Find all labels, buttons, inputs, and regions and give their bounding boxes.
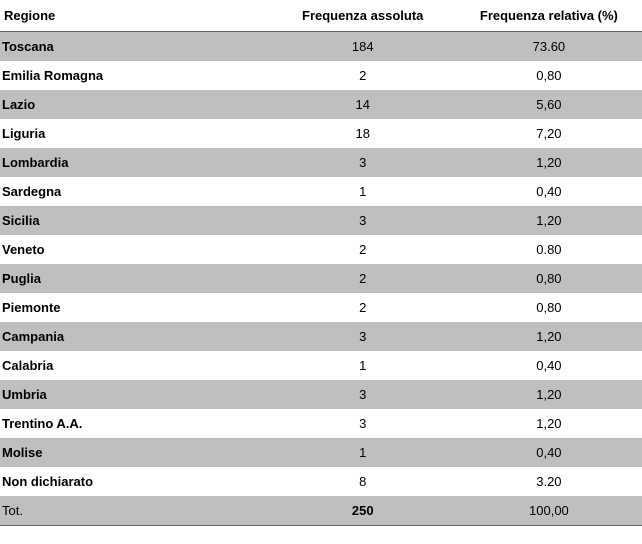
table-row: Sicilia 3 1,20	[0, 206, 642, 235]
cell-freq-abs: 3	[270, 380, 456, 409]
regione-frequency-table: Regione Frequenza assoluta Frequenza rel…	[0, 0, 642, 526]
cell-freq-abs: 2	[270, 235, 456, 264]
table-total-row: Tot. 250 100,00	[0, 496, 642, 526]
cell-regione: Toscana	[0, 32, 270, 62]
table-row: Piemonte 2 0,80	[0, 293, 642, 322]
table-row: Lombardia 3 1,20	[0, 148, 642, 177]
cell-freq-rel: 7,20	[456, 119, 642, 148]
cell-freq-abs: 184	[270, 32, 456, 62]
cell-regione: Trentino A.A.	[0, 409, 270, 438]
cell-freq-abs: 1	[270, 177, 456, 206]
table-body: Toscana 184 73.60 Emilia Romagna 2 0,80 …	[0, 32, 642, 526]
cell-regione: Non dichiarato	[0, 467, 270, 496]
cell-total-label: Tot.	[0, 496, 270, 526]
cell-total-freq-rel: 100,00	[456, 496, 642, 526]
cell-freq-rel: 1,20	[456, 322, 642, 351]
cell-freq-rel: 5,60	[456, 90, 642, 119]
cell-regione: Umbria	[0, 380, 270, 409]
cell-freq-rel: 1,20	[456, 380, 642, 409]
cell-freq-rel: 0,80	[456, 293, 642, 322]
table-row: Molise 1 0,40	[0, 438, 642, 467]
cell-freq-rel: 0.80	[456, 235, 642, 264]
cell-freq-abs: 1	[270, 438, 456, 467]
cell-regione: Liguria	[0, 119, 270, 148]
cell-freq-abs: 2	[270, 293, 456, 322]
cell-freq-abs: 14	[270, 90, 456, 119]
cell-regione: Sicilia	[0, 206, 270, 235]
table-header-row: Regione Frequenza assoluta Frequenza rel…	[0, 0, 642, 32]
cell-freq-rel: 0,80	[456, 264, 642, 293]
cell-regione: Calabria	[0, 351, 270, 380]
cell-total-freq-abs: 250	[270, 496, 456, 526]
cell-regione: Veneto	[0, 235, 270, 264]
cell-regione: Molise	[0, 438, 270, 467]
cell-freq-abs: 3	[270, 409, 456, 438]
table-row: Sardegna 1 0,40	[0, 177, 642, 206]
table-row: Lazio 14 5,60	[0, 90, 642, 119]
cell-freq-rel: 0,40	[456, 351, 642, 380]
cell-regione: Campania	[0, 322, 270, 351]
table-row: Campania 3 1,20	[0, 322, 642, 351]
cell-regione: Sardegna	[0, 177, 270, 206]
cell-freq-rel: 0,40	[456, 177, 642, 206]
cell-freq-rel: 0,40	[456, 438, 642, 467]
table-row: Umbria 3 1,20	[0, 380, 642, 409]
column-header-regione: Regione	[0, 0, 270, 32]
cell-regione: Piemonte	[0, 293, 270, 322]
column-header-freq-rel: Frequenza relativa (%)	[456, 0, 642, 32]
cell-regione: Lombardia	[0, 148, 270, 177]
cell-freq-abs: 18	[270, 119, 456, 148]
table-row: Non dichiarato 8 3.20	[0, 467, 642, 496]
table-row: Liguria 18 7,20	[0, 119, 642, 148]
cell-regione: Emilia Romagna	[0, 61, 270, 90]
cell-freq-rel: 0,80	[456, 61, 642, 90]
table-row: Calabria 1 0,40	[0, 351, 642, 380]
table-row: Emilia Romagna 2 0,80	[0, 61, 642, 90]
cell-freq-abs: 3	[270, 206, 456, 235]
cell-freq-rel: 1,20	[456, 148, 642, 177]
cell-freq-rel: 3.20	[456, 467, 642, 496]
cell-freq-abs: 2	[270, 61, 456, 90]
table-row: Toscana 184 73.60	[0, 32, 642, 62]
cell-freq-abs: 1	[270, 351, 456, 380]
table-row: Veneto 2 0.80	[0, 235, 642, 264]
cell-freq-rel: 73.60	[456, 32, 642, 62]
column-header-freq-abs: Frequenza assoluta	[270, 0, 456, 32]
cell-freq-rel: 1,20	[456, 206, 642, 235]
cell-freq-abs: 2	[270, 264, 456, 293]
cell-regione: Puglia	[0, 264, 270, 293]
cell-freq-abs: 3	[270, 148, 456, 177]
cell-freq-abs: 3	[270, 322, 456, 351]
cell-freq-rel: 1,20	[456, 409, 642, 438]
cell-freq-abs: 8	[270, 467, 456, 496]
table-row: Trentino A.A. 3 1,20	[0, 409, 642, 438]
table-row: Puglia 2 0,80	[0, 264, 642, 293]
cell-regione: Lazio	[0, 90, 270, 119]
